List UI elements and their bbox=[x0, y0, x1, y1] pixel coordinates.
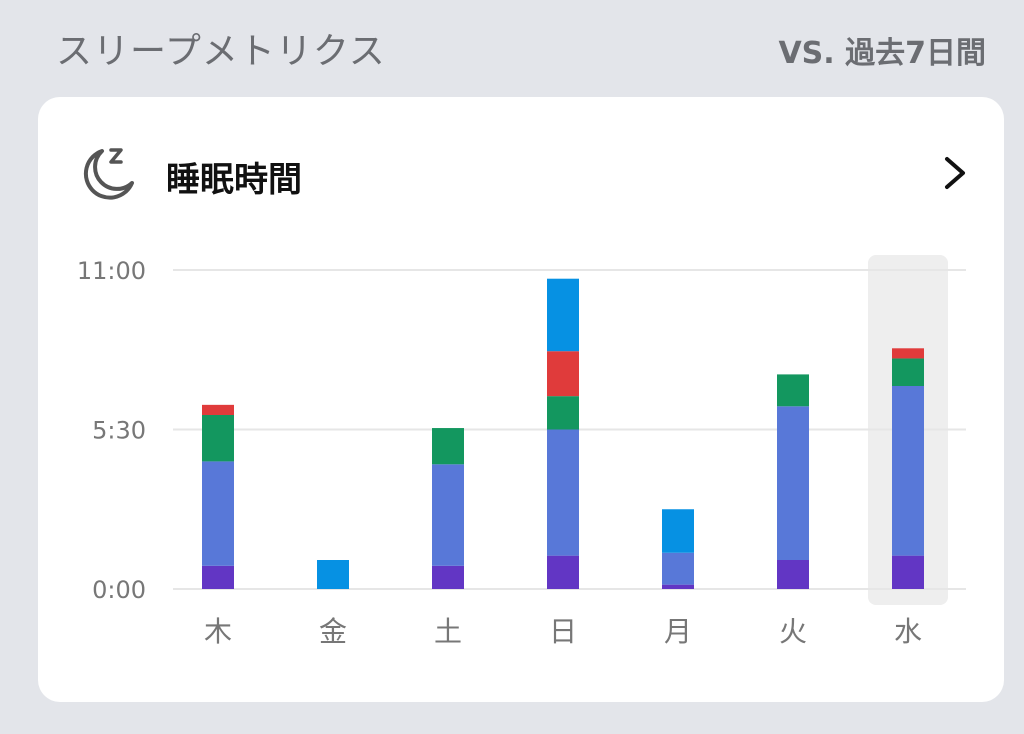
sleep-duration-card-header[interactable]: 睡眠時間 bbox=[38, 97, 1004, 237]
bar-segment-unclassified bbox=[662, 509, 694, 553]
bar-segment-deep bbox=[432, 565, 464, 589]
bar-segment-light bbox=[662, 552, 694, 585]
bar-segment-deep bbox=[547, 555, 579, 589]
bar-segment-rem bbox=[892, 358, 924, 386]
bar-segment-rem bbox=[777, 374, 809, 407]
bar-segment-unclassified bbox=[317, 560, 349, 589]
bar-segment-deep bbox=[892, 555, 924, 589]
bar-segment-awake bbox=[547, 351, 579, 397]
y-tick-label: 11:00 bbox=[77, 257, 146, 285]
bar-segment-awake bbox=[892, 348, 924, 359]
card-title: 睡眠時間 bbox=[166, 160, 302, 200]
bar-segment-awake bbox=[202, 404, 234, 415]
x-day-label: 月 bbox=[664, 615, 692, 648]
bar-segment-deep bbox=[777, 560, 809, 589]
section-title: スリープメトリクス bbox=[56, 31, 386, 72]
bar-segment-rem bbox=[202, 415, 234, 462]
x-day-label: 日 bbox=[549, 615, 577, 648]
sleep-duration-chart: 0:00 5:30 11:00 木 金 土 日 月 火 水 bbox=[77, 255, 966, 648]
bar-segment-deep bbox=[662, 584, 694, 589]
bar-segment-light bbox=[547, 429, 579, 556]
x-day-label: 水 bbox=[894, 615, 922, 648]
bar-segment-light bbox=[777, 406, 809, 560]
x-day-label: 土 bbox=[434, 615, 462, 648]
y-tick-label: 0:00 bbox=[92, 576, 146, 604]
chevron-right-icon[interactable] bbox=[942, 155, 968, 191]
bar-segment-rem bbox=[432, 428, 464, 465]
bar-segment-light bbox=[892, 386, 924, 556]
x-day-label: 火 bbox=[779, 615, 807, 648]
bar-segment-light bbox=[202, 461, 234, 566]
bar-segment-light bbox=[432, 464, 464, 566]
moon-sleep-icon bbox=[83, 148, 134, 200]
x-day-label: 木 bbox=[204, 615, 232, 648]
bar-segment-unclassified bbox=[547, 278, 579, 352]
x-day-label: 金 bbox=[319, 615, 347, 648]
sleep-duration-card: 睡眠時間 0:00 5:30 11:00 木 金 土 日 月 火 水 bbox=[38, 97, 1004, 702]
bar-segment-rem bbox=[547, 396, 579, 430]
section-header: スリープメトリクス VS. 過去7日間 bbox=[0, 0, 1024, 96]
comparison-period-label: VS. 過去7日間 bbox=[778, 36, 986, 71]
y-tick-label: 5:30 bbox=[92, 417, 146, 445]
bar-segment-deep bbox=[202, 565, 234, 589]
